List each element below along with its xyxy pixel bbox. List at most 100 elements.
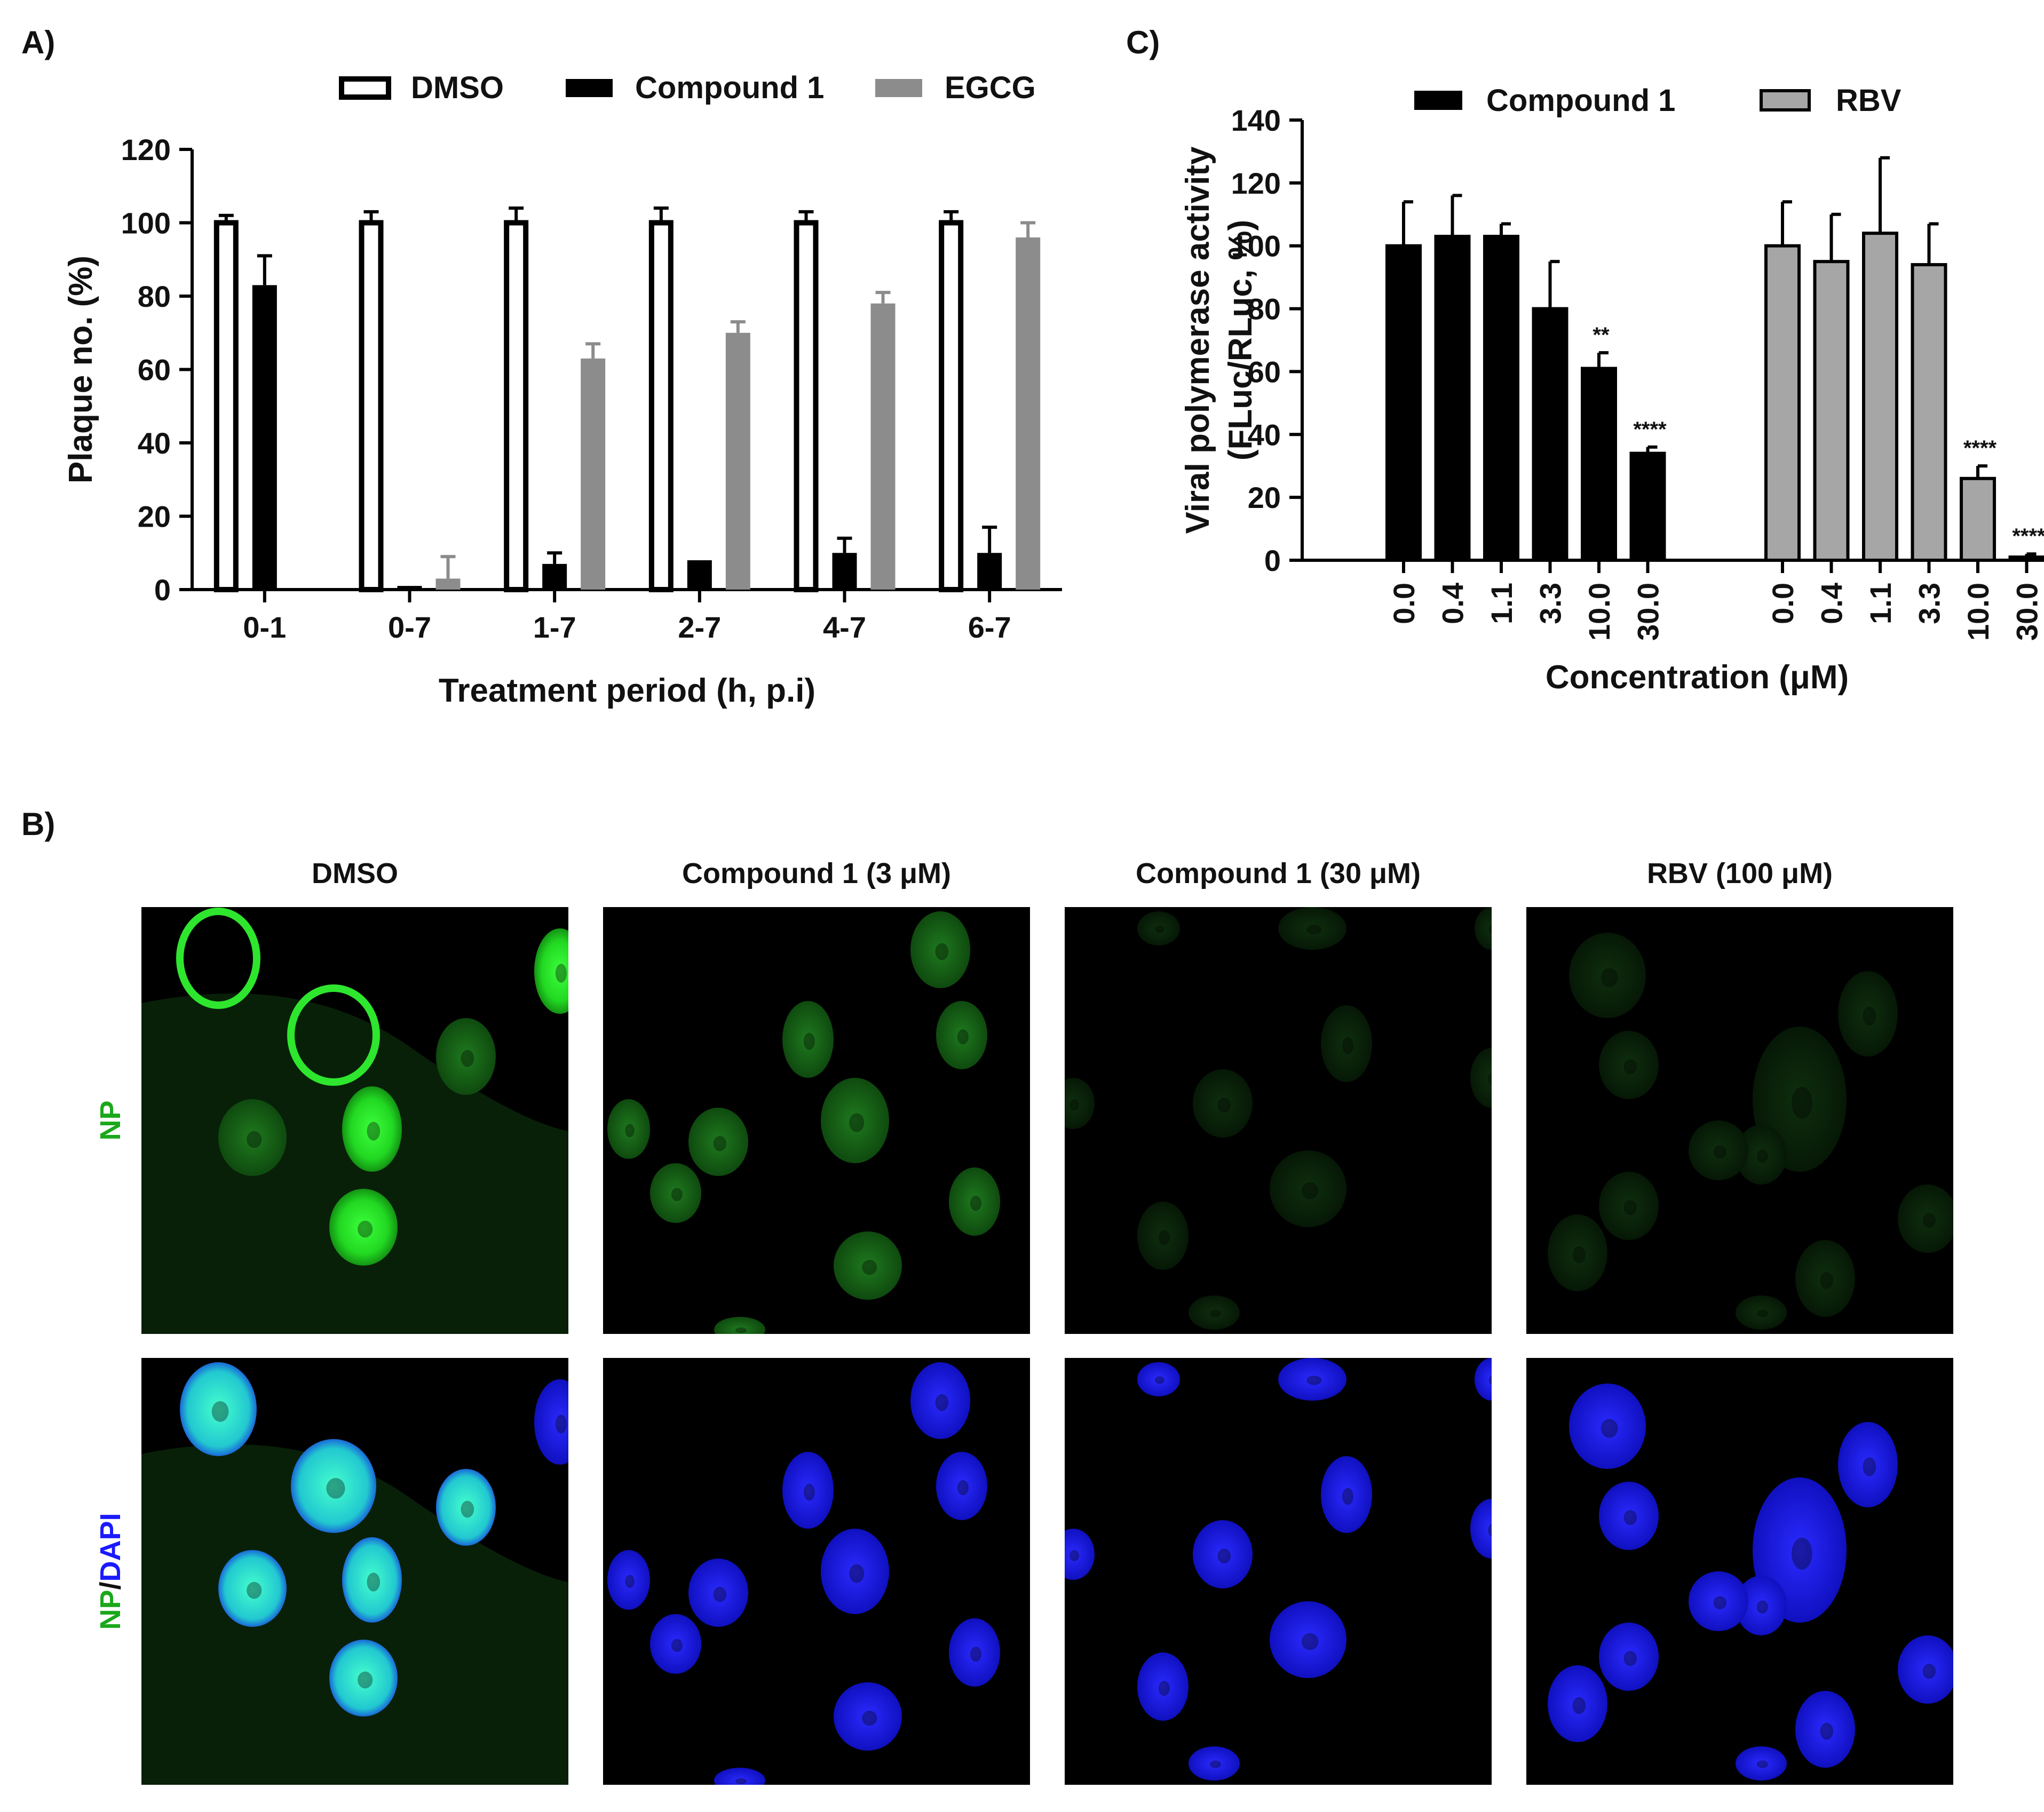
chart-c-ytick-label: 40 [1248,418,1281,451]
chart-a-bar [832,553,857,590]
chart-c-legend-swatch [1760,89,1811,112]
micrograph-background [1065,1358,1492,1785]
micrograph-nucleolus [1306,925,1322,934]
micrograph-nucleus [949,1167,1000,1236]
chart-a-legend-label: EGCG [945,70,1036,105]
micrograph-nucleolus [1601,1419,1618,1438]
chart-c-xtick-label: 1.1 [1864,583,1897,624]
micrograph-nucleolus [957,1480,969,1496]
micrograph-nucleolus [1792,1086,1812,1119]
chart-c-bar [2008,555,2044,562]
micrograph-nucleus [1189,1746,1240,1781]
chart-c-xtick-label: 30.0 [2010,583,2044,641]
micrograph-nucleolus [1623,1651,1637,1666]
chart-c-xtick-label: 0.0 [1766,583,1800,624]
micrograph-nucleolus [1756,1309,1768,1317]
micrograph-nucleolus [461,1500,474,1518]
micrograph-nucleus [1278,1358,1346,1401]
micrograph-nucleolus [1572,1246,1586,1263]
chart-a-xtick-label: 0-7 [388,610,431,644]
micrograph-nucleus [1599,1172,1659,1240]
micrograph-content [141,908,568,1334]
micrograph-content [1065,907,1492,1330]
micrograph-nucleus [1475,1358,1492,1401]
micrograph-nucleus [821,1078,889,1163]
micrograph-nucleus [782,1001,834,1078]
micrograph-nucleus [834,1231,902,1300]
micrograph-nucleolus [849,1113,865,1132]
micrograph-nucleolus [1069,1549,1079,1561]
micrograph-column-title: DMSO [312,857,398,889]
chart-a-ytick-label: 80 [138,280,171,313]
micrograph-nucleus [1599,1623,1659,1691]
micrograph-nucleus [1689,1120,1748,1180]
chart-c-polymerase: 0 20 40 60 80 100 120 140 0.0 0.4 1.1 3.3 10.0 30.0 0… [1179,83,2044,696]
micrograph-np [1526,907,1953,1334]
micrograph-nucleolus [671,1188,683,1202]
micrograph-nucleolus [1623,1510,1637,1525]
panel-a-letter: A) [21,25,55,60]
micrograph-nucleus [910,911,970,988]
micrograph-nucleus [342,1537,402,1623]
micrograph-nucleus [342,1086,402,1172]
micrograph-nucleolus [1301,1182,1319,1199]
micrograph-nucleolus [1155,1376,1164,1384]
micrograph-nucleus [1193,1069,1253,1138]
chart-a-xtick-label: 4-7 [823,610,866,644]
chart-c-xtick-label: 0.4 [1815,583,1849,624]
panel-c-letter: C) [1126,25,1160,60]
chart-c-xtick-label: 1.1 [1485,583,1518,624]
micrograph-nucleolus [1342,1488,1353,1505]
chart-a-xtick-label: 1-7 [533,610,576,644]
micrograph-nucleus [291,1439,376,1533]
micrograph-nucleolus [713,1136,727,1151]
chart-a-bar [397,586,422,590]
micrograph-nucleus [1193,1520,1253,1588]
chart-a-ytick-label: 120 [121,133,171,166]
chart-a-bar [542,563,567,590]
micrograph-nucleus [1838,1422,1898,1507]
chart-a-bar [977,553,1002,590]
micrograph-nucleus [1270,1150,1346,1227]
micrograph-nucleus [936,1001,987,1069]
chart-c-bar [1483,235,1519,562]
chart-a-bar [794,220,819,592]
micrograph-nucleolus [1623,1200,1637,1215]
chart-a-ytick-label: 0 [154,573,171,607]
micrograph-nucleolus [1863,1457,1876,1476]
micrograph-nucleus [218,1099,287,1176]
chart-a-plaque: 0 20 40 60 80 100 120 0-1 0-7 1-7 2-7 4-7 6-7 DMSO C… [62,70,1062,709]
chart-c-ytick-label: 60 [1248,355,1281,388]
chart-c-significance: **** [2012,524,2044,548]
micrograph-nucleolus [1342,1037,1353,1054]
micrograph-nucleolus [358,1220,373,1238]
micrograph-nucleus [1736,1125,1787,1185]
chart-a-bar [725,332,750,590]
micrograph-nucleolus [1713,1145,1727,1159]
micrograph-content [1548,1384,1953,1781]
chart-c-bar [1813,260,1850,562]
micrograph-nucleolus [1069,1099,1079,1110]
micrograph-nucleus [1137,1202,1189,1270]
micrograph-nucleus [834,1682,902,1751]
micrograph-nucleolus [1217,1098,1231,1113]
chart-c-ytick-label: 100 [1231,229,1281,263]
micrograph-nucleus [910,1362,970,1439]
micrograph-background [1065,907,1492,1334]
chart-a-xtick-label: 2-7 [678,610,721,644]
micrograph-nucleolus [1756,1149,1768,1163]
micrograph-nucleolus [1623,1059,1637,1075]
micrograph-nucleus [287,984,380,1086]
micrograph-np-dapi [1065,1358,1492,1785]
chart-c-ytick-label: 140 [1231,104,1281,137]
chart-c-xtick-label: 3.3 [1534,583,1567,624]
micrograph-nucleus [329,1640,398,1716]
micrograph-nucleus [534,1379,568,1465]
micrograph-nucleus [1898,1185,1953,1253]
panel-b-micrographs: DMSO Compound 1 (3 μM) Compound 1 (30 μM) R… [94,857,1953,1785]
micrograph-nucleus [1321,1005,1372,1082]
micrograph-nucleolus [1713,1596,1727,1610]
micrograph-nucleolus [671,1639,683,1652]
chart-a-ytick-label: 20 [138,500,171,534]
